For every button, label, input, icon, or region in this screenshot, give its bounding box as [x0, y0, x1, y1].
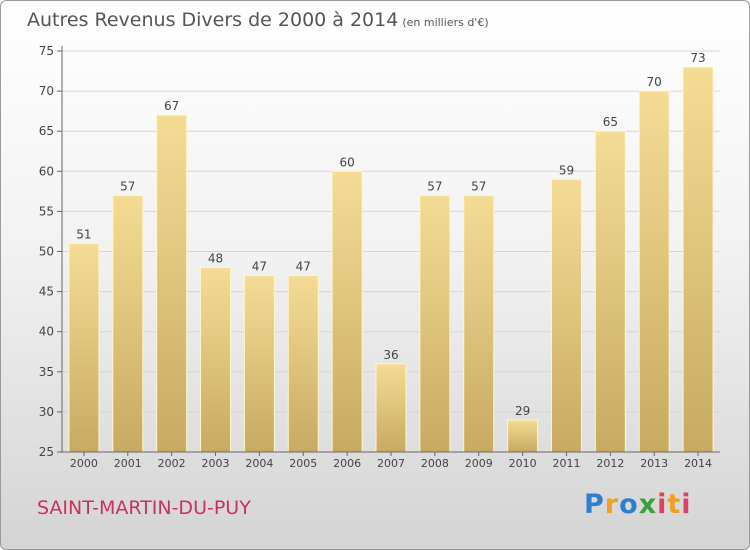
y-tick-label: 65: [39, 124, 54, 138]
chart-subtitle: (en milliers d'€): [402, 16, 489, 29]
logo-letter: r: [604, 489, 620, 520]
x-tick-label: 2008: [421, 457, 449, 470]
bar-value-label: 65: [603, 115, 618, 129]
bar: [463, 194, 495, 453]
logo-letter: i: [681, 489, 692, 520]
x-tick-label: 2002: [158, 457, 186, 470]
x-tick-label: 2010: [509, 457, 537, 470]
bar-value-label: 73: [690, 51, 705, 65]
y-tick-label: 25: [39, 445, 54, 459]
y-tick-label: 45: [39, 285, 54, 299]
chart-title: Autres Revenus Divers de 2000 à 2014 (en …: [27, 9, 489, 31]
bar: [68, 242, 100, 453]
y-tick-label: 50: [39, 245, 54, 259]
bar-value-label: 57: [471, 179, 486, 193]
bar: [682, 66, 714, 453]
bar-value-label: 59: [559, 163, 574, 177]
logo-letter: x: [638, 489, 658, 520]
x-tick-label: 2000: [70, 457, 98, 470]
bar: [112, 194, 144, 453]
bar: [375, 363, 407, 453]
bar: [594, 130, 626, 453]
bar-value-label: 47: [252, 260, 267, 274]
bar-value-label: 51: [76, 227, 91, 241]
bar-value-label: 67: [164, 99, 179, 113]
y-tick-label: 75: [39, 44, 54, 58]
bars: 51 57 67 48 47 47 60 36 57 57 29 59 65 70 73: [68, 51, 714, 453]
y-tick-label: 70: [39, 84, 54, 98]
proxiti-logo[interactable]: Proxiti: [584, 489, 692, 520]
bar: [156, 114, 188, 453]
x-tick-label: 2009: [465, 457, 493, 470]
logo-letter: o: [619, 489, 639, 520]
x-tick-label: 2006: [333, 457, 361, 470]
logo-letter: i: [657, 489, 668, 520]
bar: [550, 178, 582, 453]
bar: [200, 267, 232, 453]
bar: [243, 275, 275, 453]
bar-value-label: 60: [339, 155, 354, 169]
bar: [331, 170, 363, 453]
x-axis: 2000 2001 2002 2003 2004 2005 2006 2007 2008 2009…: [62, 451, 720, 470]
x-tick-label: 2013: [640, 457, 668, 470]
x-tick-label: 2012: [596, 457, 624, 470]
y-tick-label: 30: [39, 405, 54, 419]
y-tick-label: 40: [39, 325, 54, 339]
bar-value-label: 70: [647, 75, 662, 89]
bar: [638, 90, 670, 453]
bar: [507, 419, 539, 453]
y-tick-label: 55: [39, 204, 54, 218]
bar-value-label: 47: [296, 260, 311, 274]
y-axis: 25 30 35 40 45 50 55 60 65 70 75: [39, 44, 63, 459]
x-tick-label: 2011: [552, 457, 580, 470]
y-tick-label: 35: [39, 365, 54, 379]
logo-letter: P: [584, 489, 605, 520]
bar-value-label: 57: [427, 179, 442, 193]
x-tick-label: 2007: [377, 457, 405, 470]
x-tick-label: 2004: [245, 457, 273, 470]
bar: [287, 275, 319, 453]
x-tick-label: 2001: [114, 457, 142, 470]
bar-value-label: 48: [208, 252, 223, 266]
y-tick-label: 60: [39, 164, 54, 178]
bar-value-label: 29: [515, 404, 530, 418]
x-tick-label: 2005: [289, 457, 317, 470]
x-tick-label: 2014: [684, 457, 712, 470]
logo-letter: t: [667, 489, 682, 520]
commune-name: SAINT-MARTIN-DU-PUY: [37, 497, 251, 519]
x-tick-label: 2003: [202, 457, 230, 470]
bar-value-label: 57: [120, 179, 135, 193]
chart-title-text: Autres Revenus Divers de 2000 à 2014: [27, 9, 399, 31]
bar: [419, 194, 451, 453]
bar-value-label: 36: [383, 348, 398, 362]
